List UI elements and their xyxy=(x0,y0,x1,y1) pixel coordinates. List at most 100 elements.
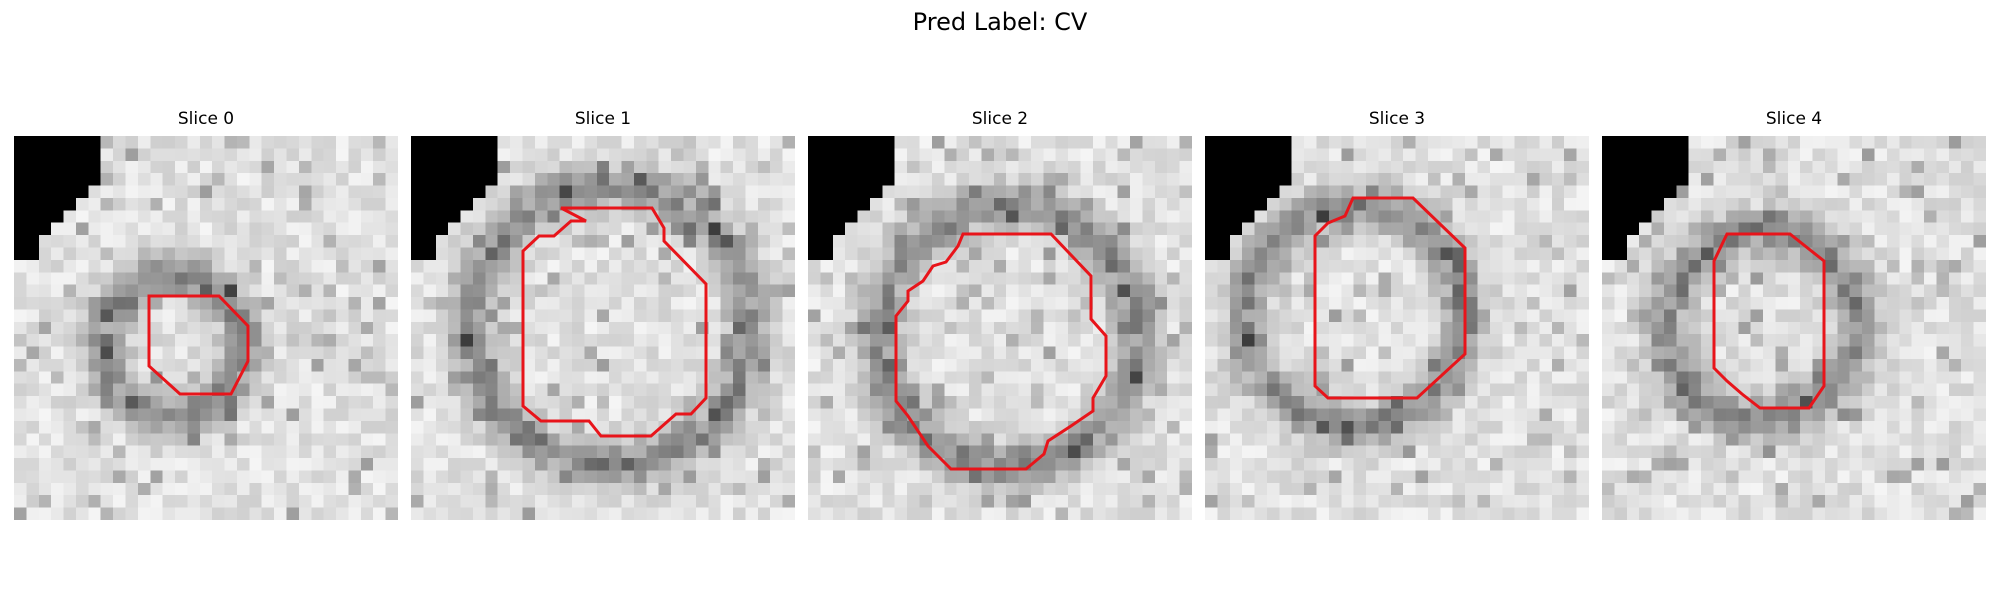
image-pixel xyxy=(1514,210,1528,224)
image-pixel xyxy=(720,173,734,187)
image-pixel xyxy=(286,383,300,397)
image-pixel xyxy=(373,136,387,149)
image-pixel xyxy=(1142,321,1156,335)
image-pixel xyxy=(1489,358,1503,372)
image-pixel xyxy=(745,383,759,397)
image-pixel xyxy=(38,321,52,335)
image-pixel xyxy=(1316,433,1330,447)
image-pixel xyxy=(1440,458,1454,472)
image-pixel xyxy=(26,235,40,249)
image-pixel xyxy=(1602,136,1615,149)
image-pixel xyxy=(1266,309,1280,323)
image-pixel xyxy=(137,396,151,410)
image-pixel xyxy=(1936,259,1950,273)
image-pixel xyxy=(1055,272,1069,286)
image-pixel xyxy=(497,371,511,385)
image-pixel xyxy=(175,148,189,162)
image-pixel xyxy=(1167,396,1181,410)
image-pixel xyxy=(1911,433,1925,447)
image-pixel xyxy=(1775,396,1789,410)
image-pixel xyxy=(1403,136,1417,149)
image-pixel xyxy=(1924,408,1938,422)
image-pixel xyxy=(894,148,908,162)
image-pixel xyxy=(75,482,89,496)
image-pixel xyxy=(360,371,374,385)
image-pixel xyxy=(1390,420,1404,434)
image-pixel xyxy=(1092,173,1106,187)
image-pixel xyxy=(1763,259,1777,273)
image-pixel xyxy=(1266,396,1280,410)
image-pixel xyxy=(298,197,312,211)
image-pixel xyxy=(956,272,970,286)
image-pixel xyxy=(14,346,27,360)
image-pixel xyxy=(472,309,486,323)
image-pixel xyxy=(770,235,784,249)
image-pixel xyxy=(26,284,40,298)
image-pixel xyxy=(88,160,102,174)
image-pixel xyxy=(658,185,672,199)
image-pixel xyxy=(150,185,164,199)
image-pixel xyxy=(1328,173,1342,187)
image-pixel xyxy=(249,371,263,385)
image-pixel xyxy=(1055,482,1069,496)
image-pixel xyxy=(150,173,164,187)
image-pixel xyxy=(1775,197,1789,211)
image-pixel xyxy=(1378,136,1392,149)
image-pixel xyxy=(336,420,350,434)
image-pixel xyxy=(199,297,213,311)
image-pixel xyxy=(448,148,462,162)
image-pixel xyxy=(808,160,821,174)
image-pixel xyxy=(1663,433,1677,447)
image-pixel xyxy=(497,136,511,149)
image-pixel xyxy=(1725,458,1739,472)
image-pixel xyxy=(683,222,697,236)
image-pixel xyxy=(187,173,201,187)
image-pixel xyxy=(63,321,77,335)
image-pixel xyxy=(559,247,573,261)
image-pixel xyxy=(857,173,871,187)
image-pixel xyxy=(1415,482,1429,496)
image-pixel xyxy=(472,235,486,249)
image-pixel xyxy=(1316,383,1330,397)
image-pixel xyxy=(1551,495,1565,509)
image-pixel xyxy=(510,297,524,311)
image-pixel xyxy=(249,495,263,509)
image-pixel xyxy=(1663,445,1677,459)
image-pixel xyxy=(51,371,65,385)
image-pixel xyxy=(1676,148,1690,162)
image-pixel xyxy=(1018,396,1032,410)
image-pixel xyxy=(1105,334,1119,348)
image-pixel xyxy=(385,185,398,199)
image-pixel xyxy=(671,284,685,298)
image-pixel xyxy=(1105,445,1119,459)
image-pixel xyxy=(609,136,623,149)
image-pixel xyxy=(1812,346,1826,360)
image-pixel xyxy=(1874,160,1888,174)
image-pixel xyxy=(1725,495,1739,509)
image-pixel xyxy=(1242,235,1256,249)
image-pixel xyxy=(249,420,263,434)
image-pixel xyxy=(969,247,983,261)
image-pixel xyxy=(1217,136,1231,149)
image-pixel xyxy=(1440,272,1454,286)
image-pixel xyxy=(547,334,561,348)
image-pixel xyxy=(1167,185,1181,199)
image-pixel xyxy=(274,458,288,472)
image-pixel xyxy=(1676,445,1690,459)
image-pixel xyxy=(175,358,189,372)
image-pixel xyxy=(1701,160,1715,174)
image-pixel xyxy=(311,358,325,372)
image-pixel xyxy=(348,495,362,509)
image-pixel xyxy=(1639,235,1653,249)
image-pixel xyxy=(1465,396,1479,410)
image-pixel xyxy=(1886,222,1900,236)
image-pixel xyxy=(360,334,374,348)
image-pixel xyxy=(931,247,945,261)
image-pixel xyxy=(1502,507,1516,520)
image-pixel xyxy=(1514,297,1528,311)
image-pixel xyxy=(1279,272,1293,286)
image-pixel xyxy=(1849,284,1863,298)
image-pixel xyxy=(187,136,201,149)
image-pixel xyxy=(336,321,350,335)
image-pixel xyxy=(373,210,387,224)
